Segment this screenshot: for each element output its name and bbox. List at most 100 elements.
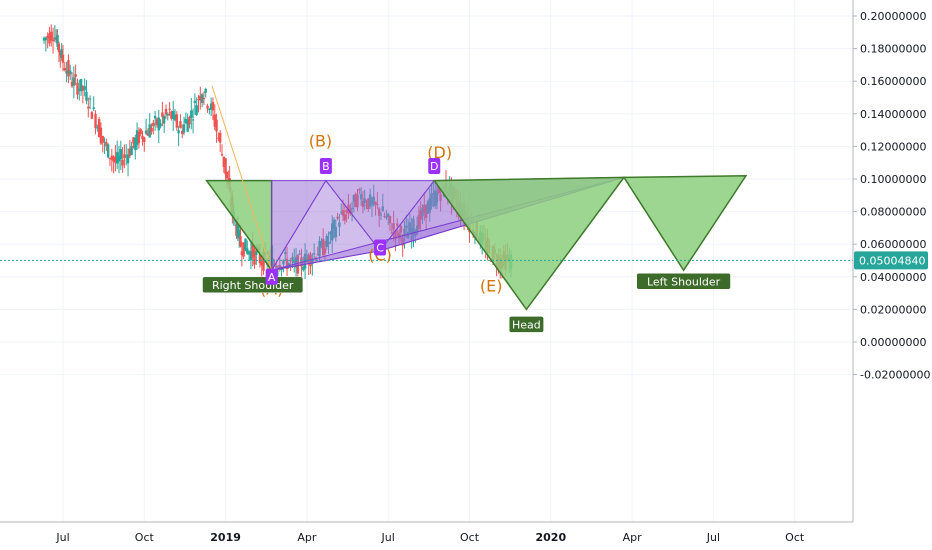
candle-body [157, 117, 160, 131]
candle-body [78, 88, 81, 91]
harmonic-point-label: A [268, 271, 276, 284]
candle-body [103, 141, 106, 143]
candle-body [218, 132, 222, 143]
candle-body [311, 258, 314, 264]
y-tick-label: 0.16000000 [860, 75, 926, 88]
candle-body [51, 39, 55, 42]
candle-body [59, 51, 62, 56]
candle-body [224, 158, 227, 175]
candle-body [215, 119, 218, 132]
candle-body [217, 137, 220, 139]
right-shoulder-label: Right Shoulder [212, 279, 294, 292]
candle-body [239, 236, 242, 247]
candle-body [321, 239, 325, 256]
candle-body [343, 214, 347, 221]
y-tick-label: 0.14000000 [860, 108, 926, 121]
candle-body [312, 253, 316, 255]
candle-body [282, 260, 285, 265]
harmonic-point-label: C [376, 241, 384, 254]
candle-body [329, 232, 332, 235]
pattern-drawings [205, 85, 748, 311]
candle-body [316, 254, 319, 256]
current-price-tag: 0.05004840 [854, 251, 928, 270]
candle-body [345, 210, 348, 213]
candle-body [307, 254, 310, 265]
candle-body [57, 43, 61, 52]
candle-body [101, 135, 104, 143]
candle-body [143, 137, 146, 143]
x-tick-label: Jul [55, 531, 69, 544]
candle-body [70, 81, 74, 87]
candle-body [119, 149, 123, 160]
candle-body [123, 154, 126, 159]
candle-body [235, 224, 238, 236]
left-shoulder-label: Left Shoulder [647, 275, 721, 288]
candle-body [191, 119, 195, 121]
candle-body [199, 95, 202, 101]
y-tick-label: 0.10000000 [860, 173, 926, 186]
candle-body [110, 155, 113, 160]
current-price-value: 0.05004840 [859, 254, 925, 267]
candle-body [146, 133, 150, 136]
candle-body [255, 251, 258, 255]
candle-body [153, 115, 157, 119]
candle-body [130, 145, 133, 155]
candle-body [175, 114, 179, 128]
candle-body [220, 154, 224, 156]
candle-body [262, 251, 265, 271]
candle-body [298, 253, 301, 255]
candle-body [179, 121, 182, 128]
wave-label: (E) [480, 276, 503, 295]
candle-body [72, 77, 76, 86]
candle-body [90, 112, 94, 119]
candle-body [202, 98, 206, 100]
harmonic-point-badge [265, 268, 278, 285]
y-tick-label: 0.04000000 [860, 271, 926, 284]
time-axis[interactable] [0, 521, 932, 550]
candle-body [209, 103, 213, 110]
candle-body [108, 157, 112, 159]
candle-body [139, 129, 142, 135]
candle-body [285, 258, 289, 270]
candle-body [186, 119, 189, 132]
candle-body [97, 118, 101, 138]
candle-body [96, 127, 99, 129]
candle-body [83, 86, 86, 91]
candle-body [247, 251, 251, 255]
y-tick-label: 0.00000000 [860, 336, 926, 349]
candle-body [148, 124, 151, 138]
candle-body [134, 137, 137, 150]
x-tick-label: Apr [297, 531, 317, 544]
price-axis-labels: 0.20000000 0.18000000 0.16000000 0.14000000… [853, 10, 930, 382]
candle-body [55, 37, 58, 40]
candle-body [48, 33, 51, 44]
candle-body [81, 86, 85, 91]
candle-body [197, 99, 200, 101]
grid-lines [0, 0, 853, 522]
candle-body [56, 35, 59, 47]
candle-body [159, 123, 162, 127]
candle-body [208, 109, 211, 111]
candle-body [260, 261, 263, 266]
candle-body [340, 212, 343, 214]
candle-body [213, 114, 216, 127]
candle-body [287, 263, 291, 268]
candle-body [242, 242, 245, 257]
head-shape [432, 176, 626, 311]
candle-body [44, 37, 48, 41]
candle-body [211, 102, 215, 111]
candle-body [244, 238, 247, 251]
candle-body [74, 74, 77, 77]
y-tick-label: 0.20000000 [860, 10, 926, 23]
candle-body [293, 260, 296, 264]
candle-body [190, 110, 193, 118]
wave-label: (B) [309, 131, 332, 150]
candle-body [184, 118, 188, 123]
candle-body [246, 248, 249, 254]
y-tick-label: 0.06000000 [860, 238, 926, 251]
candle-body [327, 241, 330, 245]
candle-body [166, 113, 169, 116]
candle-body [126, 154, 130, 164]
candle-body [195, 105, 198, 116]
